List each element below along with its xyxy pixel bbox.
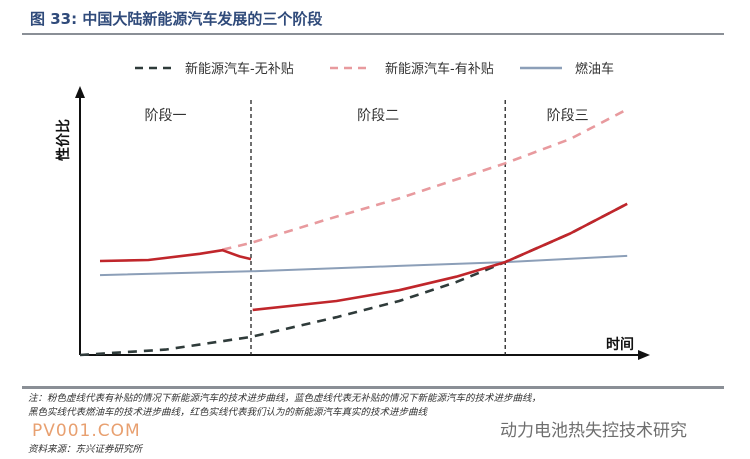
legend-label-3: 燃油车	[575, 61, 614, 77]
x-axis-label: 时间	[606, 336, 634, 353]
stage-label-3: 阶段三	[547, 108, 589, 124]
series-line-1	[79, 202, 628, 357]
legend-label-1: 新能源汽车-无补贴	[185, 61, 294, 77]
stage-label-1: 阶段一	[145, 108, 187, 124]
series-line-4	[99, 202, 628, 312]
bottom-rule	[22, 386, 724, 389]
y-axis-label: 性价比	[55, 119, 72, 161]
watermark-left: PV001.COM	[32, 421, 141, 441]
note-line-2: 黑色实线代表燃油车的技术进步曲线，红色实线代表我们认为的新能源汽车真实的技术进步…	[28, 407, 428, 418]
series-line-3	[99, 254, 628, 277]
source-note: 资料来源：东兴证券研究所	[28, 444, 143, 455]
series-line-2	[222, 108, 628, 251]
note-line-1: 注：粉色虚线代表有补贴的情况下新能源汽车的技术进步曲线，蓝色虚线代表无补贴的情况…	[28, 393, 542, 404]
figure-title: 图 33: 中国大陆新能源汽车发展的三个阶段	[30, 10, 323, 28]
stage-label-2: 阶段二	[357, 108, 399, 124]
top-rule	[22, 33, 724, 35]
y-axis-arrow-icon	[75, 86, 85, 98]
watermark-right: 动力电池热失控技术研究	[500, 421, 687, 441]
x-axis-arrow-icon	[638, 350, 650, 360]
legend-label-2: 新能源汽车-有补贴	[385, 61, 494, 77]
